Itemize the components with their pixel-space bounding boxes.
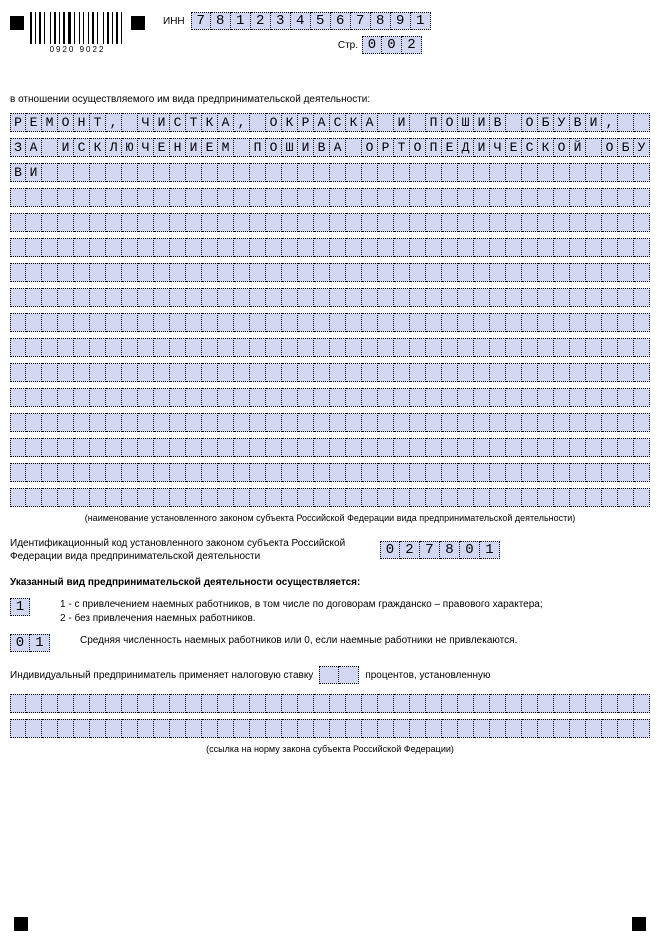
corner-square-tl (10, 16, 24, 30)
carried-heading: Указанный вид предпринимательской деятел… (10, 577, 650, 588)
page-number-field: 002 (362, 36, 422, 54)
corner-square-bl (14, 917, 28, 931)
inn-label: ИНН (163, 16, 185, 27)
law-reference-grid[interactable] (10, 694, 650, 738)
tax-rate-post: процентов, установленную (365, 670, 490, 681)
tax-rate-pre: Индивидуальный предприниматель применяет… (10, 670, 313, 681)
law-caption: (ссылка на норму закона субъекта Российс… (10, 744, 650, 754)
activity-grid[interactable]: РЕМОНТ,ЧИСТКА,ОКРАСКАИПОШИВОБУВИ,ЗАИСКЛЮ… (10, 113, 650, 507)
avg-workers-label: Средняя численность наемных работников и… (80, 634, 517, 648)
activity-intro: в отношении осуществляемого им вида пред… (10, 94, 650, 105)
id-code-label: Идентификационный код установленного зак… (10, 537, 370, 563)
id-code-field[interactable]: 027801 (380, 541, 500, 559)
corner-square-br (632, 917, 646, 931)
avg-workers-field[interactable]: 01 (10, 634, 50, 652)
corner-square-tr-inner (131, 16, 145, 30)
tax-rate-field[interactable] (319, 666, 359, 684)
inn-field[interactable]: 781234567891 (191, 12, 431, 30)
activity-caption: (наименование установленного законом суб… (10, 513, 650, 523)
header: 0920 9022 ИНН 781234567891 Стр. 002 (10, 12, 650, 54)
barcode-numbers: 0920 9022 (30, 45, 125, 54)
page-label: Стр. (338, 40, 358, 51)
workers-flag-legend: 1 - с привлечением наемных работников, в… (60, 598, 543, 626)
barcode: 0920 9022 (30, 12, 125, 54)
workers-flag-field[interactable]: 1 (10, 598, 30, 616)
